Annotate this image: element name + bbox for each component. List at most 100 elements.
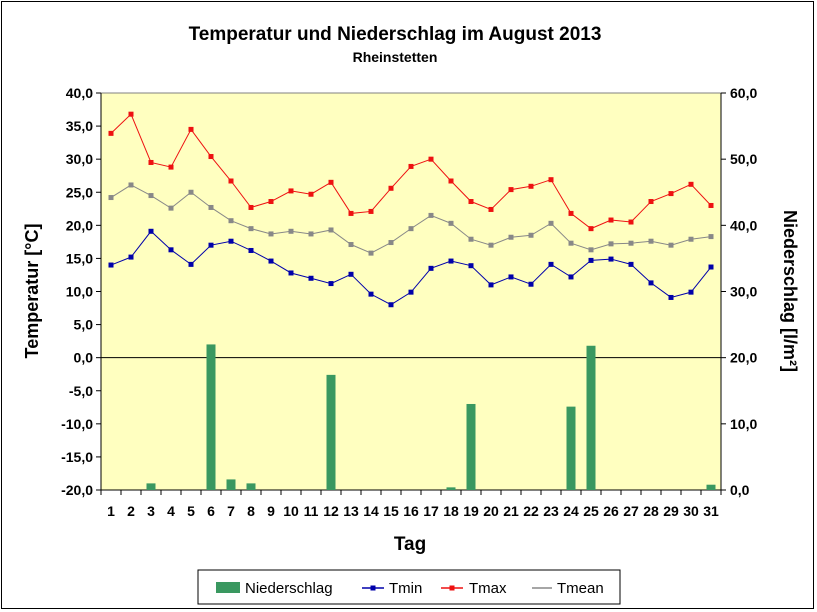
x-tick-label: 24 [563, 503, 579, 519]
legend-label-tmin: Tmin [389, 580, 422, 597]
point-tmean-6 [208, 204, 214, 210]
point-tmax-7 [228, 178, 234, 184]
y-right-tick-label: 30,0 [730, 284, 757, 300]
point-tmax-14 [368, 208, 374, 214]
point-tmax-6 [208, 154, 214, 160]
point-tmin-3 [148, 228, 154, 234]
point-tmax-18 [448, 178, 454, 184]
bar-niederschlag-25 [586, 345, 596, 490]
x-tick-label: 12 [323, 503, 339, 519]
y-left-tick-label: 0,0 [74, 350, 94, 366]
point-tmax-29 [668, 191, 674, 197]
plot-area: 40,035,030,025,020,015,010,05,00,0-5,0-1… [61, 85, 757, 519]
y-right-tick-label: 0,0 [730, 482, 750, 498]
point-tmax-4 [168, 164, 174, 170]
y-left-tick-label: 20,0 [66, 217, 93, 233]
x-tick-label: 22 [523, 503, 539, 519]
x-tick-label: 6 [207, 503, 215, 519]
point-tmin-24 [568, 274, 574, 280]
point-tmean-8 [248, 226, 254, 232]
y-right-tick-label: 50,0 [730, 151, 757, 167]
point-tmean-21 [508, 234, 514, 240]
point-tmean-20 [488, 242, 494, 248]
point-tmax-31 [708, 202, 714, 208]
point-tmax-19 [468, 199, 474, 205]
point-tmean-5 [188, 189, 194, 195]
point-tmin-16 [408, 289, 414, 295]
point-tmin-10 [288, 270, 294, 276]
point-tmean-19 [468, 236, 474, 242]
y-right-tick-label: 10,0 [730, 416, 757, 432]
point-tmax-2 [128, 111, 134, 117]
point-tmax-9 [268, 199, 274, 205]
point-tmean-27 [628, 240, 634, 246]
point-tmax-5 [188, 126, 194, 132]
point-tmean-9 [268, 231, 274, 237]
point-tmean-10 [288, 228, 294, 234]
point-tmean-14 [368, 250, 374, 256]
y-right-tick-label: 40,0 [730, 217, 757, 233]
legend-marker-tmin [370, 585, 376, 591]
x-tick-label: 15 [383, 503, 399, 519]
point-tmin-12 [328, 281, 334, 287]
y-axis-left-label: Temperatur [°C] [22, 224, 42, 359]
x-tick-label: 21 [503, 503, 519, 519]
x-tick-label: 13 [343, 503, 359, 519]
point-tmin-25 [588, 257, 594, 263]
y-left-tick-label: 5,0 [74, 317, 94, 333]
point-tmin-2 [128, 254, 134, 260]
point-tmin-11 [308, 275, 314, 281]
point-tmean-22 [528, 232, 534, 238]
point-tmax-28 [648, 199, 654, 205]
y-left-tick-label: 40,0 [66, 85, 93, 101]
y-left-tick-label: -20,0 [61, 482, 93, 498]
point-tmax-16 [408, 163, 414, 169]
point-tmax-30 [688, 181, 694, 187]
bar-niederschlag-19 [466, 403, 476, 490]
point-tmin-30 [688, 289, 694, 295]
legend-marker-tmax [449, 585, 455, 591]
x-tick-label: 3 [147, 503, 155, 519]
point-tmin-7 [228, 238, 234, 244]
point-tmean-1 [108, 195, 114, 201]
bar-niederschlag-6 [206, 344, 216, 490]
point-tmin-4 [168, 247, 174, 253]
point-tmin-27 [628, 261, 634, 267]
x-tick-label: 5 [187, 503, 195, 519]
point-tmax-17 [428, 156, 434, 162]
x-tick-label: 26 [603, 503, 619, 519]
legend-label-tmean: Tmean [557, 580, 604, 597]
point-tmax-15 [388, 185, 394, 191]
point-tmax-27 [628, 219, 634, 225]
y-left-tick-label: 15,0 [66, 250, 93, 266]
point-tmax-24 [568, 210, 574, 216]
y-left-tick-label: 30,0 [66, 151, 93, 167]
point-tmean-15 [388, 240, 394, 246]
point-tmin-13 [348, 271, 354, 277]
bar-niederschlag-3 [146, 483, 156, 490]
point-tmin-21 [508, 274, 514, 280]
bar-niederschlag-18 [446, 487, 456, 490]
x-tick-label: 23 [543, 503, 559, 519]
point-tmean-7 [228, 218, 234, 224]
point-tmax-13 [348, 210, 354, 216]
point-tmin-14 [368, 291, 374, 297]
x-tick-label: 29 [663, 503, 679, 519]
x-tick-label: 9 [267, 503, 275, 519]
legend-swatch-niederschlag [216, 582, 240, 593]
point-tmax-21 [508, 187, 514, 193]
bar-niederschlag-31 [706, 484, 716, 490]
point-tmax-11 [308, 191, 314, 197]
point-tmax-20 [488, 206, 494, 212]
point-tmin-29 [668, 294, 674, 300]
point-tmax-3 [148, 159, 154, 165]
bar-niederschlag-8 [246, 483, 256, 490]
y-left-tick-label: 10,0 [66, 284, 93, 300]
point-tmean-25 [588, 247, 594, 253]
x-axis-label: Tag [394, 534, 426, 555]
legend-label-niederschlag: Niederschlag [245, 580, 333, 597]
y-left-tick-label: -10,0 [61, 416, 93, 432]
x-tick-label: 27 [623, 503, 639, 519]
x-tick-label: 25 [583, 503, 599, 519]
point-tmin-17 [428, 265, 434, 271]
